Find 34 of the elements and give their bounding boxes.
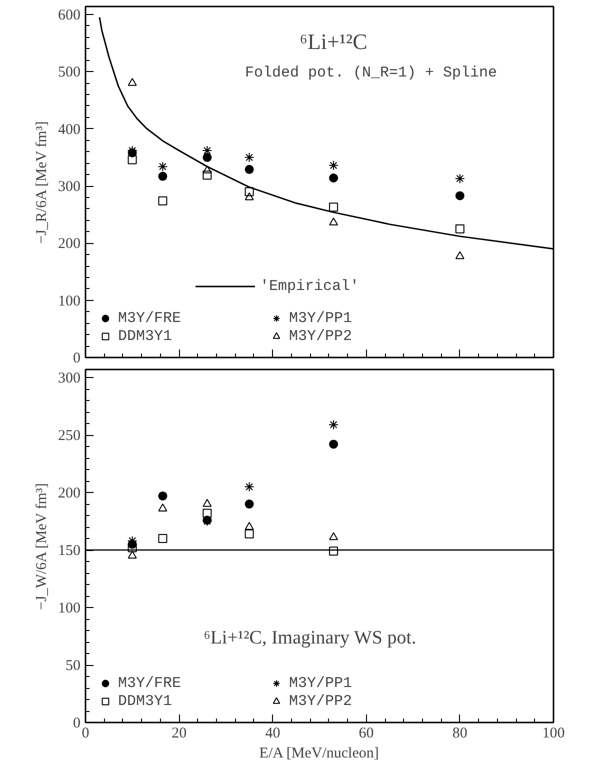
legend-label: M3Y/PP2 [289,327,354,345]
text: ⁶Li+¹²C, Imaginary WS pot. [204,627,416,648]
legend-label: DDM3Y1 [118,692,174,710]
y-tick-label: 200 [58,486,80,502]
y-tick-label: 400 [58,122,80,138]
legend-label: M3Y/PP1 [289,309,354,327]
y-axis-title: −J_R/6A [MeV fm³] [34,121,50,244]
y-tick-label: 50 [66,658,80,674]
x-tick-label: 20 [172,726,187,742]
legend-label: M3Y/FRE [118,674,182,692]
y-tick-label: 100 [58,600,80,617]
y-tick-label: 250 [58,428,80,444]
text: Folded pot. (N_R=1) + Spline [244,64,498,82]
x-tick-label: 100 [542,726,565,742]
y-tick-label: 300 [58,179,80,195]
y-tick-label: 0 [73,350,80,366]
y-tick-label: 100 [58,293,80,310]
y-tick-label: 600 [58,8,80,24]
y-tick-label: 300 [58,370,80,387]
y-tick-label: 0 [73,716,80,732]
x-tick-label: 40 [265,726,280,742]
legend-label: M3Y/PP2 [289,692,354,710]
y-axis-title: −J_W/6A [MeV fm³] [34,483,50,610]
y-tick-label: 150 [58,543,80,560]
x-tick-label: 60 [358,726,374,742]
x-tick-label: 80 [452,726,468,742]
text: ⁶Li+¹²C [300,29,368,54]
legend-label: DDM3Y1 [118,327,174,345]
y-tick-label: 500 [58,64,80,81]
legend-label: M3Y/PP1 [289,674,354,692]
y-tick-label: 200 [58,236,80,252]
legend-label: M3Y/FRE [118,309,182,327]
legend-label: 'Empirical' [260,277,360,295]
x-axis-title: E/A [MeV/nucleon] [259,746,379,762]
